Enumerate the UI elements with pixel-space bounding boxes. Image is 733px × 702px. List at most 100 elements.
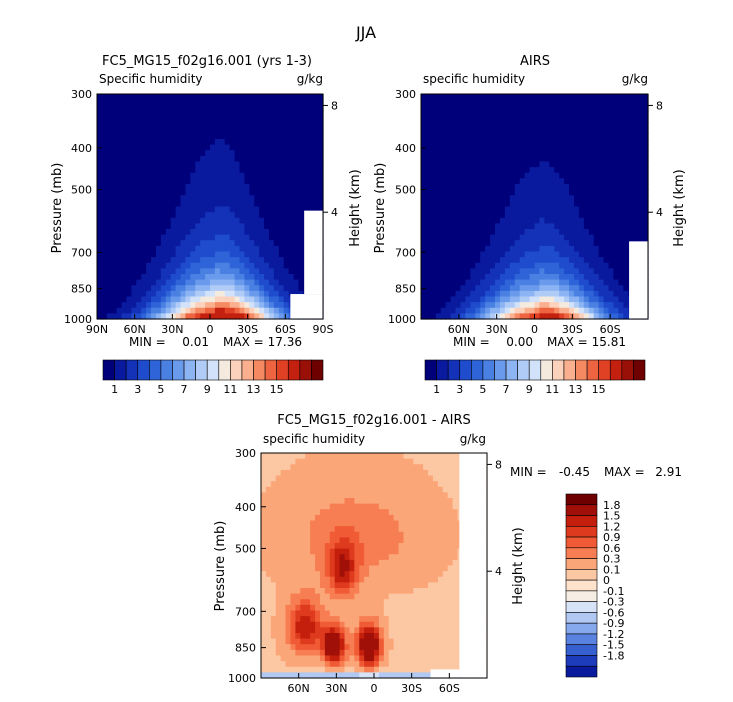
field-cell [264, 133, 270, 140]
field-cell [418, 571, 424, 578]
field-cell [205, 189, 211, 196]
field-cell [264, 285, 270, 292]
field-cell [613, 122, 619, 129]
field-cell [136, 150, 142, 157]
field-cell [101, 139, 108, 146]
field-cell [244, 245, 250, 253]
field-cell [529, 184, 536, 191]
field-cell [244, 189, 250, 196]
field-cell [293, 144, 300, 151]
field-cell [106, 195, 113, 202]
field-cell [519, 285, 526, 292]
field-cell [549, 110, 555, 118]
field-cell [364, 503, 370, 510]
field-cell [447, 543, 454, 550]
field-cell [131, 172, 137, 179]
field-cell [447, 475, 454, 482]
field-cell [165, 245, 172, 253]
field-cell [475, 178, 481, 185]
field-cell [180, 240, 187, 247]
field-cell [339, 543, 346, 550]
field-cell [210, 206, 216, 213]
field-cell [275, 593, 282, 600]
field-cell [539, 251, 545, 258]
field-cell [185, 240, 191, 247]
field-cell [293, 150, 300, 157]
field-cell [465, 296, 471, 303]
field-cell [618, 195, 624, 202]
field-cell [504, 223, 511, 230]
field-cell [430, 257, 437, 264]
field-cell [180, 122, 187, 129]
field-cell [344, 481, 351, 488]
field-cell [305, 492, 311, 499]
field-cell [603, 144, 610, 151]
field-cell [578, 139, 585, 146]
field-cell [495, 251, 501, 258]
field-cell [608, 302, 615, 309]
field-cell [544, 122, 550, 129]
field-cell [259, 167, 265, 174]
field-cell [136, 110, 142, 118]
field-cell [588, 296, 595, 303]
field-cell [435, 116, 442, 123]
field-cell [285, 492, 292, 499]
field-cell [303, 200, 309, 208]
field-cell [569, 116, 575, 123]
field-cell [643, 105, 649, 112]
field-cell [440, 150, 447, 157]
field-cell [270, 576, 277, 583]
field-cell [440, 172, 447, 179]
field-cell [514, 223, 521, 230]
field-cell [499, 161, 506, 168]
field-cell [146, 296, 152, 303]
field-cell [598, 116, 605, 123]
field-cell [388, 464, 395, 471]
field-cell [283, 178, 290, 185]
field-cell [359, 593, 365, 600]
field-cell [318, 184, 324, 191]
field-cell [264, 290, 270, 298]
field-cell [425, 206, 432, 213]
field-cell [280, 503, 287, 510]
field-cell [465, 229, 471, 236]
field-cell [421, 94, 427, 101]
field-cell [490, 172, 496, 179]
field-cell [160, 285, 167, 292]
field-cell [214, 234, 221, 241]
field-cell [180, 161, 187, 168]
field-cell [303, 144, 309, 151]
field-cell [334, 576, 341, 583]
field-cell [265, 588, 272, 595]
field-cell [165, 240, 172, 247]
field-cell [588, 172, 595, 179]
field-cell [116, 167, 123, 174]
field-cell [603, 189, 610, 196]
field-cell [219, 94, 226, 101]
field-cell [280, 486, 287, 493]
field-cell [319, 492, 326, 499]
field-cell [364, 520, 370, 527]
field-cell [418, 537, 424, 544]
field-cell [613, 127, 619, 134]
field-cell [421, 139, 427, 146]
field-cell [529, 161, 536, 168]
field-cell [313, 110, 319, 118]
field-cell [239, 184, 245, 191]
field-cell [261, 464, 267, 471]
field-cell [270, 582, 277, 589]
field-cell [445, 285, 452, 292]
field-cell [425, 234, 432, 241]
field-cell [364, 486, 370, 493]
field-cell [315, 514, 321, 522]
field-cell [573, 110, 580, 118]
field-cell [573, 290, 580, 298]
field-cell [121, 229, 128, 236]
field-cell [529, 167, 536, 174]
field-cell [383, 582, 390, 589]
field-cell [234, 178, 241, 185]
colorbar-swatch [114, 359, 127, 381]
field-cell [97, 110, 103, 118]
field-cell [270, 554, 277, 561]
field-cell [313, 133, 319, 140]
